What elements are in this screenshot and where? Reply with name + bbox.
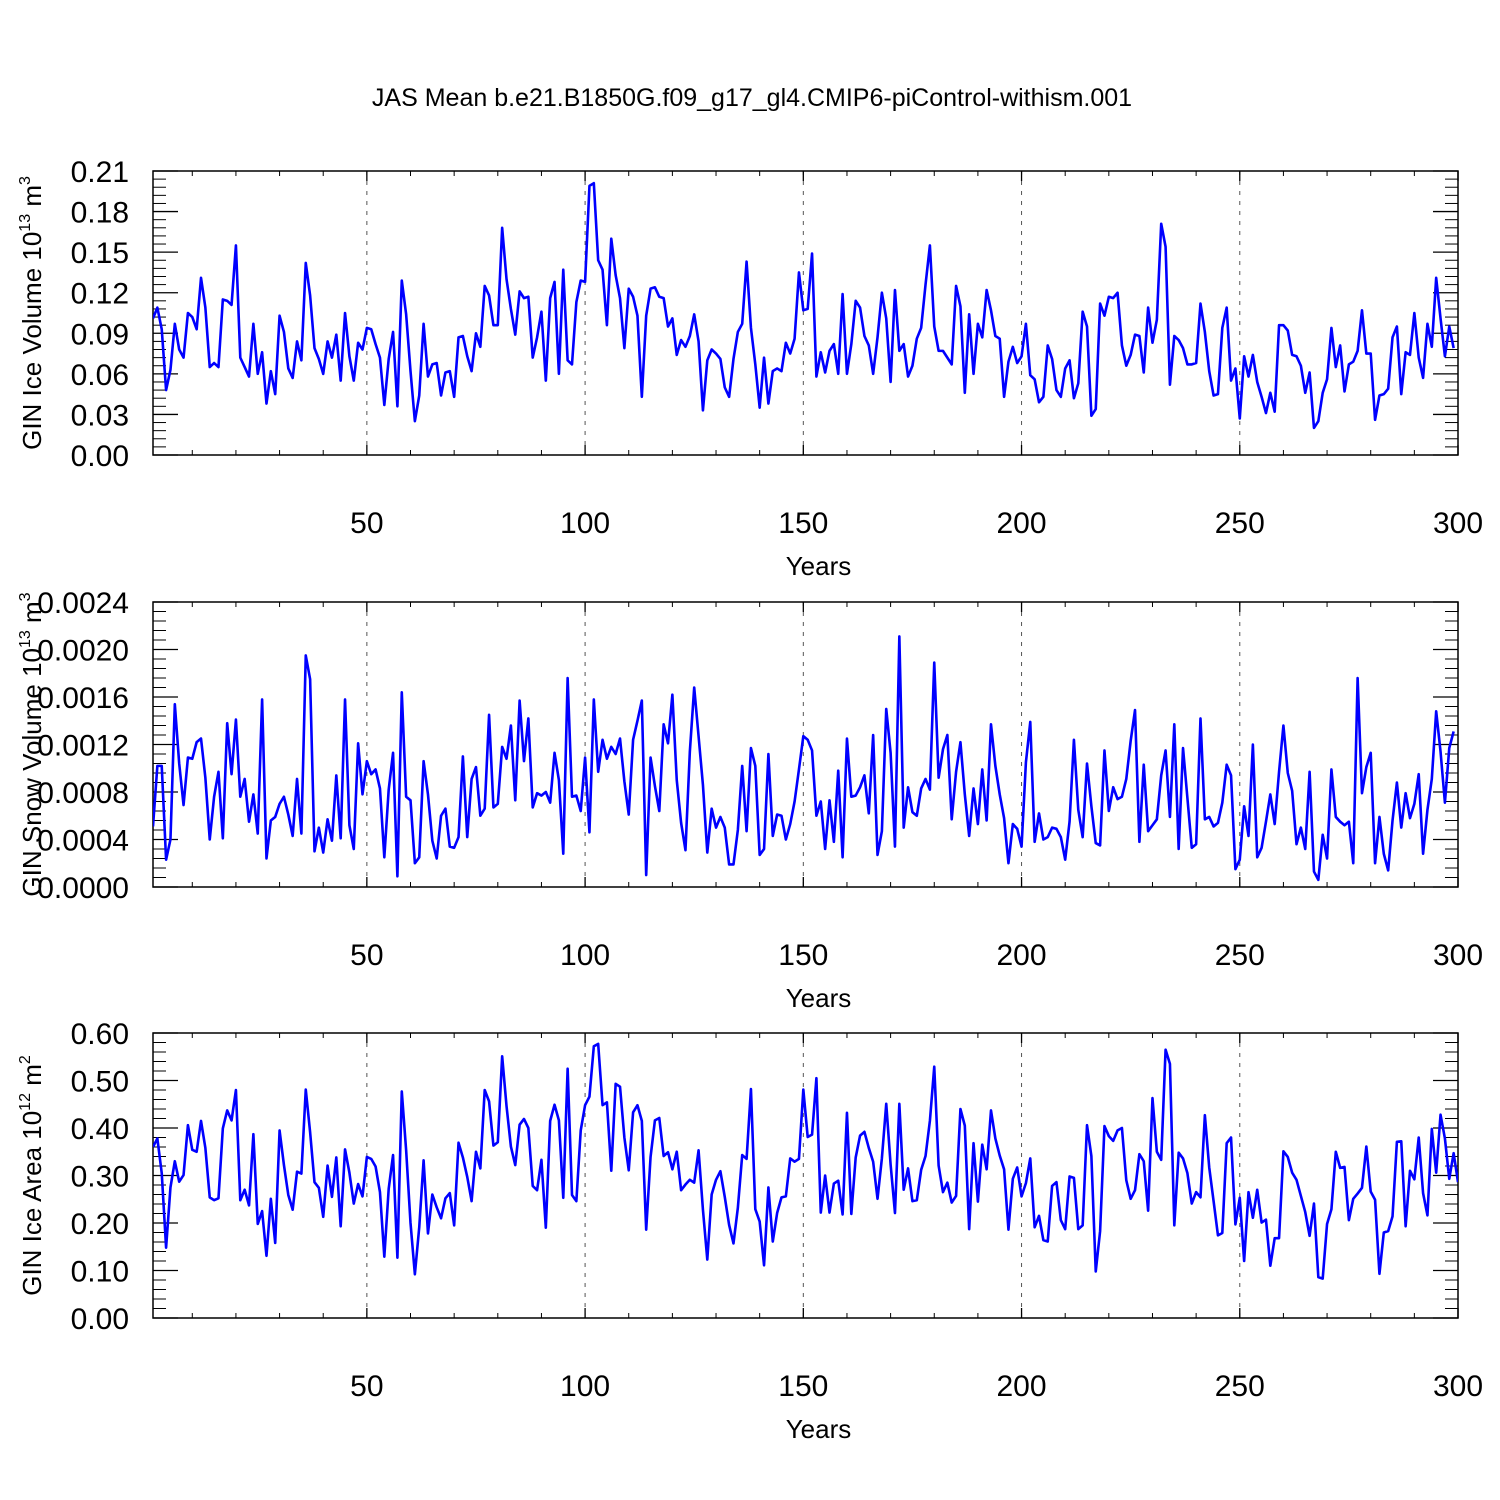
y-axis-title-part: GIN Ice Area 10	[17, 1111, 47, 1296]
x-tick-label: 200	[997, 939, 1047, 972]
x-tick-label: 150	[778, 1370, 828, 1403]
x-axis-title: Years	[786, 551, 852, 581]
y-axis-title-part: m	[17, 601, 47, 630]
y-tick-label: 0.40	[71, 1113, 129, 1146]
y-tick-label: 0.06	[71, 359, 129, 392]
x-tick-label: 200	[997, 1370, 1047, 1403]
y-tick-label: 0.00	[71, 1303, 129, 1336]
y-tick-label: 0.21	[71, 156, 129, 189]
y-tick-label: 0.0000	[37, 872, 129, 905]
y-tick-label: 0.00	[71, 440, 129, 473]
y-tick-label: 0.60	[71, 1018, 129, 1051]
y-tick-label: 0.20	[71, 1208, 129, 1241]
x-tick-label: 50	[350, 507, 383, 540]
x-tick-label: 150	[778, 507, 828, 540]
plot-frame	[152, 170, 1459, 456]
y-axis-title: GIN Snow Volume 1013 m3	[17, 592, 47, 896]
y-axis-title: GIN Ice Area 1012 m2	[17, 1055, 47, 1296]
x-tick-label: 50	[350, 1370, 383, 1403]
y-tick-label: 0.03	[71, 399, 129, 432]
y-tick-label: 0.0024	[37, 587, 129, 620]
y-tick-label: 0.0004	[37, 825, 129, 858]
y-tick-label: 0.0012	[37, 730, 129, 763]
y-axis-title: GIN Ice Volume 1013 m3	[17, 176, 47, 450]
x-tick-label: 300	[1433, 939, 1483, 972]
x-tick-label: 50	[350, 939, 383, 972]
x-tick-label: 200	[997, 507, 1047, 540]
chart-title: JAS Mean b.e21.B1850G.f09_g17_gl4.CMIP6-…	[372, 84, 1132, 112]
y-tick-label: 0.09	[71, 318, 129, 351]
x-tick-label: 250	[1215, 1370, 1265, 1403]
y-axis-title-superscript: 3	[17, 592, 34, 601]
y-tick-label: 0.10	[71, 1256, 129, 1289]
y-axis-title-part: GIN Ice Volume 10	[17, 232, 47, 450]
series-line	[153, 1042, 1458, 1280]
x-tick-label: 250	[1215, 939, 1265, 972]
chart-panel-2: 50 100 150 200 250 300 0.0000 0.0004 0.0008 0.001…	[17, 587, 1483, 1013]
y-axis-title-part: m	[17, 1064, 47, 1093]
y-axis-title-superscript: 13	[17, 630, 34, 648]
y-tick-label: 0.15	[71, 237, 129, 270]
y-axis-title-superscript: 12	[17, 1093, 34, 1111]
x-tick-label: 300	[1433, 1370, 1483, 1403]
x-tick-label: 100	[560, 939, 610, 972]
y-axis-title-superscript: 2	[17, 1055, 34, 1064]
y-axis-title-part: m	[17, 185, 47, 214]
x-tick-label: 300	[1433, 507, 1483, 540]
y-axis-title-superscript: 13	[17, 214, 34, 232]
x-tick-label: 100	[560, 1370, 610, 1403]
x-axis-title: Years	[786, 983, 852, 1013]
y-tick-label: 0.0008	[37, 777, 129, 810]
y-tick-label: 0.0016	[37, 682, 129, 715]
chart-panel-1: 50 100 150 200 250 300 0.00 0.03 0.06 0.09 0.12 0.1…	[17, 156, 1483, 581]
x-tick-label: 250	[1215, 507, 1265, 540]
series-line	[153, 635, 1455, 882]
y-tick-label: 0.18	[71, 197, 129, 230]
x-tick-label: 100	[560, 507, 610, 540]
y-tick-label: 0.0020	[37, 635, 129, 668]
x-axis-title: Years	[786, 1414, 852, 1444]
chart-panel-3: 50 100 150 200 250 300 0.00 0.10 0.20 0.30 0.40 0.5…	[17, 1018, 1483, 1444]
y-tick-label: 0.12	[71, 278, 129, 311]
y-tick-label: 0.30	[71, 1161, 129, 1194]
series-line	[153, 181, 1455, 430]
y-axis-title-part: GIN Snow Volume 10	[17, 648, 47, 897]
y-tick-label: 0.50	[71, 1066, 129, 1099]
x-tick-label: 150	[778, 939, 828, 972]
y-axis-title-superscript: 3	[17, 176, 34, 185]
